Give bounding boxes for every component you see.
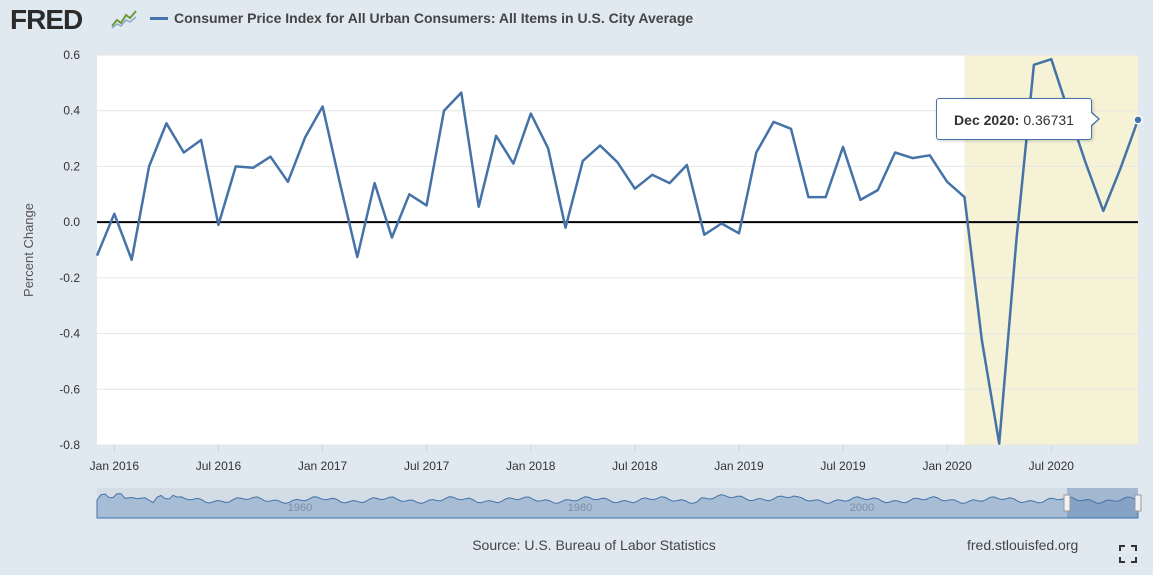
fred-chart-page: FRED Consumer Price Index for All Urban …: [0, 0, 1153, 575]
navigator[interactable]: 1960 1980 2000: [97, 488, 1141, 518]
x-axis: Jan 2016 Jul 2016 Jan 2017 Jul 2017 Jan 2018…: [90, 445, 1075, 473]
y-tick-label: -0.2: [59, 271, 80, 285]
x-tick-label: Jul 2017: [404, 459, 450, 473]
site-credit[interactable]: fred.stlouisfed.org: [967, 537, 1078, 553]
tooltip-value: 0.36731: [1023, 112, 1074, 128]
x-tick-label: Jan 2018: [506, 459, 556, 473]
y-axis-label: Percent Change: [21, 203, 36, 297]
navigator-selection[interactable]: [1067, 488, 1138, 518]
highlighted-point[interactable]: [1134, 116, 1142, 124]
x-tick-label: Jan 2016: [90, 459, 140, 473]
navigator-right-handle[interactable]: [1135, 495, 1141, 511]
data-tooltip: Dec 2020: 0.36731: [936, 98, 1092, 140]
y-axis: 0.6 0.4 0.2 0.0 -0.2 -0.4 -0.6 -0.8: [59, 48, 80, 452]
y-tick-label: 0.0: [63, 215, 80, 229]
x-tick-label: Jul 2020: [1029, 459, 1075, 473]
chart-area[interactable]: 0.6 0.4 0.2 0.0 -0.2 -0.4 -0.6 -0.8 Jan 2016 Jul…: [0, 0, 1153, 575]
x-tick-label: Jan 2017: [298, 459, 348, 473]
series-points: [1134, 116, 1142, 124]
x-tick-label: Jul 2019: [820, 459, 866, 473]
y-tick-label: 0.4: [63, 104, 80, 118]
navigator-label: 1980: [568, 502, 592, 514]
y-tick-label: -0.6: [59, 382, 80, 396]
x-tick-label: Jan 2019: [714, 459, 764, 473]
x-tick-label: Jul 2018: [612, 459, 658, 473]
tooltip-date: Dec 2020:: [954, 112, 1019, 128]
navigator-label: 1960: [288, 502, 312, 514]
y-tick-label: -0.8: [59, 438, 80, 452]
y-tick-label: -0.4: [59, 327, 80, 341]
navigator-label: 2000: [850, 502, 874, 514]
navigator-left-handle[interactable]: [1064, 495, 1070, 511]
y-tick-label: 0.2: [63, 159, 80, 173]
tooltip-arrow-inner: [1090, 112, 1098, 126]
x-tick-label: Jul 2016: [196, 459, 242, 473]
x-tick-label: Jan 2020: [922, 459, 972, 473]
y-tick-label: 0.6: [63, 48, 80, 62]
fullscreen-icon[interactable]: [1119, 545, 1137, 563]
